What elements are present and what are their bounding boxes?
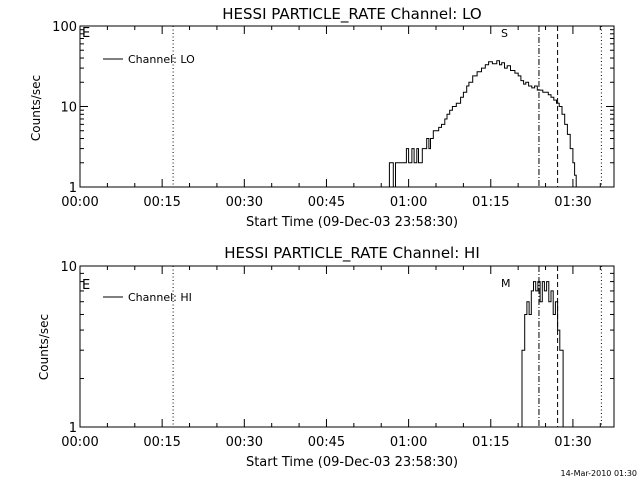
x-tick-label-lo: 00:45 [308, 195, 345, 210]
marker-label-hi: M [501, 277, 511, 290]
chart-title-hi: HESSI PARTICLE_RATE Channel: HI [224, 244, 480, 263]
x-tick-label-hi: 00:45 [308, 435, 345, 450]
x-tick-label-lo: 00:00 [61, 195, 98, 210]
legend-label-hi: Channel: HI [128, 291, 192, 304]
chart-title-lo: HESSI PARTICLE_RATE Channel: LO [222, 5, 481, 24]
corner-label-e-hi: E [82, 278, 90, 293]
x-tick-label-hi: 01:15 [472, 435, 509, 450]
x-axis-label-hi: Start Time (09-Dec-03 23:58:30) [246, 455, 458, 470]
x-tick-label-hi: 00:30 [226, 435, 263, 450]
series-line-hi [519, 281, 564, 428]
series-line-lo [388, 60, 577, 188]
y-axis-label-lo: Counts/sec [29, 75, 43, 141]
x-tick-label-hi: 00:15 [143, 435, 180, 450]
y-tick-label-lo: 1 [69, 181, 77, 196]
x-tick-label-lo: 01:30 [554, 195, 591, 210]
corner-label-e-lo: E [82, 26, 90, 41]
x-tick-label-lo: 00:30 [226, 195, 263, 210]
x-tick-label-lo: 00:15 [143, 195, 180, 210]
y-axis-label-hi: Counts/sec [37, 314, 51, 380]
chart-panel-lo: HESSI PARTICLE_RATE Channel: LO Start Ti… [29, 5, 615, 230]
x-tick-label-hi: 00:00 [61, 435, 98, 450]
x-tick-label-lo: 01:00 [390, 195, 427, 210]
footer-timestamp: 14-Mar-2010 01:30 [561, 469, 638, 478]
chart-panel-hi: HESSI PARTICLE_RATE Channel: HI Start Ti… [37, 244, 615, 470]
x-tick-label-lo: 01:15 [472, 195, 509, 210]
plot-frame-lo [79, 25, 615, 188]
y-tick-label-lo: 10 [60, 101, 77, 116]
x-tick-label-hi: 01:00 [390, 435, 427, 450]
y-tick-label-hi: 1 [69, 421, 77, 436]
plot-frame-hi [79, 265, 615, 428]
marker-label-lo: S [501, 27, 508, 40]
y-tick-label-lo: 100 [52, 20, 77, 35]
x-tick-label-hi: 01:30 [554, 435, 591, 450]
x-axis-label-lo: Start Time (09-Dec-03 23:58:30) [246, 215, 458, 230]
y-tick-label-hi: 10 [60, 260, 77, 275]
legend-label-lo: Channel: LO [128, 53, 195, 66]
